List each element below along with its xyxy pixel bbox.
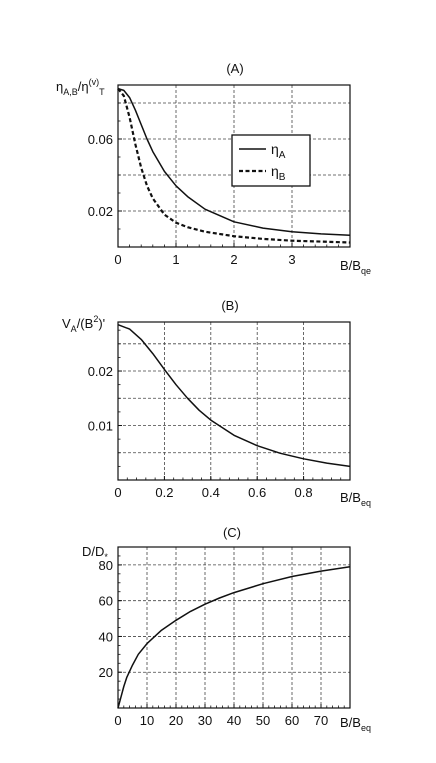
panel-c: (C) D/D* B/Beq 0 10 20 30 40 50 60 70 20 40 60 80 [82, 525, 371, 733]
panel-a-x-axis-label: B/Bqe [340, 258, 371, 276]
panel-a-x-tick-label: 0 [114, 252, 121, 267]
legend: ηA ηB [231, 134, 311, 187]
panel-b-grid [118, 322, 350, 480]
panel-c-x-tick-label: 50 [256, 713, 270, 728]
panel-c-series [117, 565, 351, 709]
panel-c-x-tick-label: 30 [198, 713, 212, 728]
panel-c-y-tick-label: 20 [99, 665, 113, 680]
panel-b-x-tick-label: 0.8 [295, 485, 313, 500]
panel-b-x-tick-label: 0.6 [248, 485, 266, 500]
panel-c-y-tick-label: 80 [99, 558, 113, 573]
legend-box [231, 134, 311, 187]
panel-b-x-axis-label: B/Beq [340, 490, 371, 508]
panel-b-x-tick-label: 0.4 [202, 485, 220, 500]
panel-a-y-tick-label: 0.06 [88, 132, 113, 147]
panel-a-y-tick-label: 0.02 [88, 204, 113, 219]
panel-b-series-curve [117, 323, 351, 468]
panel-a-ticks: 0 1 2 3 0.02 0.06 [88, 84, 351, 267]
panel-c-grid [118, 547, 350, 708]
panel-a-x-tick-label: 2 [230, 252, 237, 267]
panel-b-x-tick-label: 0.2 [155, 485, 173, 500]
panel-c-series-curve [117, 565, 351, 709]
panel-a-series-eta-b [117, 87, 351, 244]
panel-a-series [117, 87, 351, 244]
panel-a-y-axis-label: ηA,B/η(v)T [56, 77, 105, 97]
panel-c-ticks: 0 10 20 30 40 50 60 70 20 40 60 80 [99, 546, 351, 728]
panel-b-y-tick-label: 0.01 [88, 419, 113, 434]
panel-c-y-axis-label: D/D* [82, 544, 108, 562]
panel-c-x-tick-label: 60 [285, 713, 299, 728]
panel-c-x-tick-label: 20 [169, 713, 183, 728]
panel-b: (B) VA/(B2)' B/Beq 0 0.2 0.4 0.6 0.8 0.01 0.02 [62, 298, 371, 508]
panel-c-x-axis-label: B/Beq [340, 715, 371, 733]
panel-b-frame [117, 321, 351, 481]
panel-c-y-tick-label: 40 [99, 629, 113, 644]
panel-c-title: (C) [223, 525, 241, 540]
panel-a-series-eta-a [117, 87, 351, 237]
panel-c-x-tick-label: 40 [227, 713, 241, 728]
panel-c-x-tick-label: 70 [314, 713, 328, 728]
panel-c-x-tick-label: 0 [114, 713, 121, 728]
panel-a-title: (A) [226, 61, 243, 76]
panel-b-series [117, 323, 351, 468]
panel-b-y-tick-label: 0.02 [88, 364, 113, 379]
panel-b-x-tick-label: 0 [114, 485, 121, 500]
panel-c-y-tick-label: 60 [99, 594, 113, 609]
panel-b-y-axis-label: VA/(B2)' [62, 314, 105, 334]
panel-c-x-tick-label: 10 [140, 713, 154, 728]
panel-a-x-tick-label: 3 [288, 252, 295, 267]
panel-b-title: (B) [221, 298, 238, 313]
panel-b-plot-frame [117, 321, 351, 481]
panel-a: (A) ηA,B/η(v)T B/Bqe 0 1 2 3 0.02 0.06 ηA ηB [56, 61, 371, 276]
panel-b-ticks: 0 0.2 0.4 0.6 0.8 0.01 0.02 [88, 329, 351, 500]
panel-a-x-tick-label: 1 [172, 252, 179, 267]
